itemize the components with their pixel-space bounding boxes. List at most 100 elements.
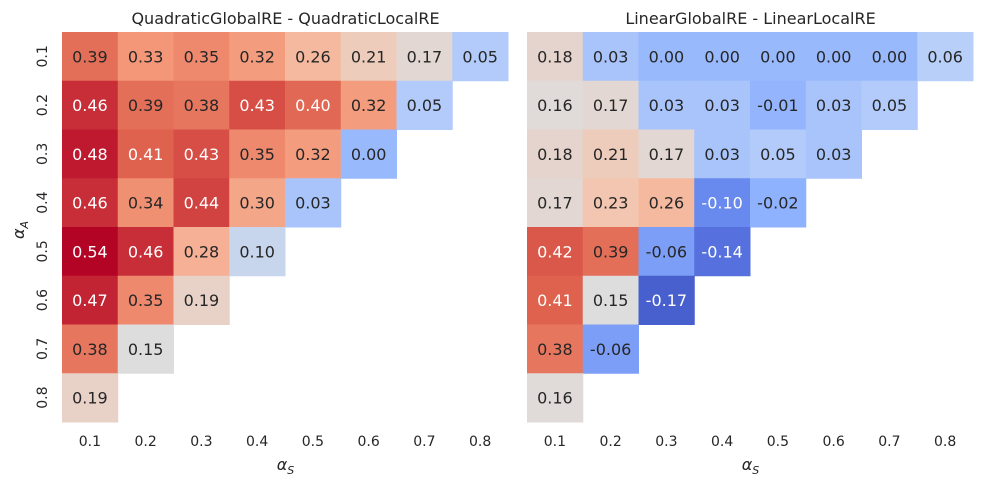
x-tick-label: 0.2 — [599, 434, 621, 450]
cell-value-label: 0.17 — [407, 47, 443, 66]
cell-value-label: 0.00 — [760, 47, 796, 66]
cell-value-label: -0.10 — [701, 194, 742, 213]
cell-value-label: 0.03 — [295, 194, 331, 213]
cell-value-label: 0.03 — [593, 47, 629, 66]
heatmap-cell — [582, 80, 639, 130]
heatmap-cell — [452, 32, 509, 82]
heatmap-cell — [582, 178, 639, 228]
heatmap-cell — [694, 32, 751, 82]
heatmap-cell — [527, 373, 584, 423]
cell-value-label: 0.38 — [537, 340, 573, 359]
y-tick-label: 0.3 — [35, 143, 51, 165]
cell-value-label: 0.54 — [72, 242, 108, 261]
cell-value-label: 0.35 — [239, 145, 275, 164]
cell-value-label: 0.32 — [239, 47, 275, 66]
cell-value-label: 0.35 — [184, 47, 220, 66]
cell-value-label: 0.00 — [816, 47, 852, 66]
x-axis-label: αS — [277, 455, 295, 477]
cell-value-label: 0.05 — [760, 145, 796, 164]
heatmap-cell — [173, 275, 230, 325]
heatmap-cell — [527, 32, 584, 82]
cell-value-label: 0.46 — [72, 96, 108, 115]
heatmap-cell — [173, 80, 230, 130]
heatmap-cell — [805, 80, 862, 130]
cell-value-label: -0.14 — [701, 242, 742, 261]
heatmap-cell — [694, 227, 751, 277]
heatmap-cell — [117, 129, 174, 179]
heatmap-cell — [117, 275, 174, 325]
heatmap-cell — [582, 129, 639, 179]
heatmap-cell — [638, 275, 695, 325]
x-tick-label: 0.3 — [190, 434, 212, 450]
heatmap-cell — [861, 32, 918, 82]
cell-value-label: 0.44 — [184, 194, 220, 213]
heatmap-cell — [173, 178, 230, 228]
heatmap-cell — [340, 129, 397, 179]
heatmap-cell — [229, 129, 286, 179]
heatmap-cell — [750, 129, 807, 179]
heatmap-cell — [173, 227, 230, 277]
heatmap-cell — [117, 32, 174, 82]
cell-value-label: 0.34 — [128, 194, 164, 213]
cell-value-label: 0.19 — [184, 291, 220, 310]
cell-value-label: 0.03 — [704, 145, 740, 164]
heatmap-cell — [750, 32, 807, 82]
heatmap-cell — [527, 324, 584, 374]
x-tick-label: 0.1 — [79, 434, 101, 450]
y-tick-label: 0.2 — [35, 94, 51, 116]
cell-value-label: 0.03 — [816, 96, 852, 115]
heatmap-cell — [62, 373, 119, 423]
heatmap-cell — [285, 178, 342, 228]
cell-value-label: -0.06 — [590, 340, 631, 359]
heatmap-cell — [340, 32, 397, 82]
cell-value-label: 0.26 — [649, 194, 685, 213]
cell-value-label: 0.17 — [649, 145, 685, 164]
cell-value-label: 0.41 — [128, 145, 164, 164]
heatmap-cell — [173, 129, 230, 179]
heatmap-cell — [285, 32, 342, 82]
cell-value-label: 0.00 — [704, 47, 740, 66]
cell-value-label: 0.42 — [537, 242, 573, 261]
panel-title: LinearGlobalRE - LinearLocalRE — [625, 9, 875, 28]
heatmap-cell — [229, 80, 286, 130]
heatmap-cells: 0.39 0.33 0.35 0.32 0.26 0.21 0.17 0.05 0.46 0.39… — [62, 32, 509, 423]
cell-value-label: -0.06 — [646, 242, 687, 261]
heatmap-cell — [527, 129, 584, 179]
cell-value-label: 0.38 — [184, 96, 220, 115]
cell-value-label: 0.03 — [704, 96, 740, 115]
heatmap-cell — [62, 178, 119, 228]
y-tick-label: 0.4 — [35, 191, 51, 213]
cell-value-label: 0.00 — [649, 47, 685, 66]
cell-value-label: 0.28 — [184, 242, 220, 261]
cell-value-label: 0.32 — [351, 96, 387, 115]
x-tick-label: 0.5 — [302, 434, 324, 450]
cell-value-label: 0.26 — [295, 47, 331, 66]
cell-value-label: -0.01 — [757, 96, 798, 115]
heatmap-cell — [582, 32, 639, 82]
heatmap-cell — [750, 80, 807, 130]
x-tick-label: 0.4 — [711, 434, 733, 450]
x-tick-labels: 0.1 0.2 0.3 0.4 0.5 0.6 0.7 0.8 — [544, 434, 957, 450]
heatmap-cell — [62, 129, 119, 179]
heatmap-cell — [229, 178, 286, 228]
heatmap-cell — [396, 32, 453, 82]
heatmap-cell — [694, 129, 751, 179]
heatmap-cell — [638, 80, 695, 130]
heatmap-cells: 0.18 0.03 0.00 0.00 0.00 0.00 0.00 0.06 0.16 0.17… — [527, 32, 974, 423]
heatmap-cell — [694, 80, 751, 130]
cell-value-label: 0.30 — [239, 194, 275, 213]
x-tick-label: 0.6 — [822, 434, 844, 450]
y-tick-label: 0.5 — [35, 240, 51, 262]
cell-value-label: 0.23 — [593, 194, 629, 213]
x-tick-label: 0.3 — [655, 434, 677, 450]
heatmap-cell — [340, 80, 397, 130]
cell-value-label: 0.05 — [872, 96, 908, 115]
heatmap-cell — [527, 275, 584, 325]
cell-value-label: 0.41 — [537, 291, 573, 310]
heatmap-cell — [861, 80, 918, 130]
cell-value-label: 0.16 — [537, 96, 573, 115]
cell-value-label: 0.19 — [72, 389, 108, 408]
x-axis-label: αS — [742, 455, 760, 477]
cell-value-label: 0.03 — [649, 96, 685, 115]
